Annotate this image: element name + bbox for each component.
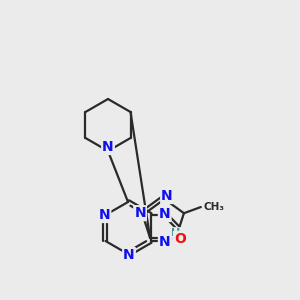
Text: N: N — [134, 206, 146, 220]
Text: N: N — [99, 208, 110, 222]
Text: H: H — [171, 228, 180, 238]
Text: N: N — [123, 248, 135, 262]
Text: N: N — [159, 207, 170, 221]
Text: N: N — [161, 189, 173, 203]
Text: CH₃: CH₃ — [204, 202, 225, 212]
Text: N: N — [102, 140, 114, 154]
Text: O: O — [174, 232, 186, 246]
Text: N: N — [159, 235, 170, 249]
